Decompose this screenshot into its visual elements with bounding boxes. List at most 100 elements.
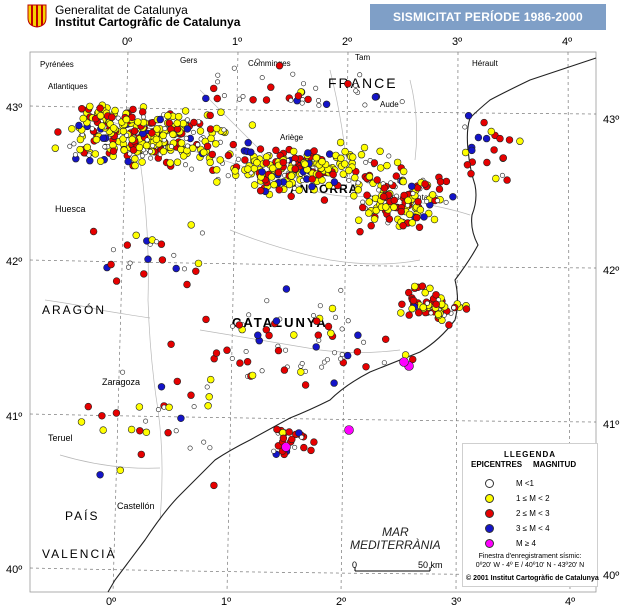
epicentre-dot	[338, 287, 344, 293]
epicentre-dot	[248, 371, 257, 380]
epicentre-dot	[434, 310, 442, 318]
epicentre-dot	[84, 402, 93, 411]
epicentre-dot	[67, 143, 73, 149]
epicentre-dot	[436, 178, 445, 186]
epicentre-dot	[400, 167, 408, 176]
epicentre-dot	[377, 164, 385, 172]
epicentre-dot	[205, 393, 213, 401]
epicentre-dot	[315, 98, 321, 104]
epicentre-dot	[345, 318, 351, 324]
epicentre-dot	[408, 305, 416, 313]
epicentre-dot	[98, 122, 106, 130]
epicentre-dot	[244, 139, 252, 147]
epicentre-dot	[134, 118, 142, 126]
epicentre-dot	[177, 139, 186, 147]
epicentre-dot	[324, 322, 333, 331]
epicentre-dot	[274, 346, 283, 355]
epicentre-dot	[313, 85, 319, 91]
epicentre-dot	[397, 207, 405, 216]
epicentre-dot	[429, 191, 437, 199]
epicentre-dot	[499, 154, 507, 162]
epicentre-dot	[243, 358, 252, 366]
epicentre-dot	[316, 337, 322, 343]
epicentre-dot	[325, 150, 334, 158]
sea-label-line1: MAR	[382, 525, 409, 539]
epicentre-dot	[241, 156, 249, 164]
lat-right-42: 42º	[603, 265, 619, 277]
parallel-42	[29, 259, 597, 269]
sea-label-line2: MEDITERRÀNIA	[350, 538, 441, 552]
epicentre-dot	[262, 159, 270, 167]
epicentre-dot	[330, 178, 339, 186]
epicentre-dot	[142, 428, 151, 436]
lon-top-3: 3º	[452, 36, 462, 48]
epicentre-dot	[269, 164, 277, 172]
epicentre-dot	[312, 343, 320, 351]
epicentre-dot	[487, 127, 495, 136]
epicentre-dot	[405, 288, 413, 297]
epicentre-dot	[262, 96, 271, 104]
epicentre-dot	[291, 165, 299, 173]
epicentre-dot	[154, 239, 160, 245]
epicentre-dot	[135, 403, 144, 411]
epicentre-dot	[138, 158, 146, 166]
epicentre-dot	[362, 102, 368, 108]
epicentre-dot	[414, 198, 422, 206]
epicentre-dot	[191, 404, 197, 410]
epicentre-dot	[225, 173, 231, 179]
epicentre-dot	[83, 143, 92, 152]
legend-label-m-3-4: 3 ≤ M < 4	[516, 523, 550, 533]
epicentre-dot	[370, 215, 379, 223]
epicentre-dot	[365, 173, 374, 181]
scale-start-label: 0	[352, 560, 357, 570]
epicentre-dot	[159, 147, 168, 156]
epicentre-dot	[109, 147, 118, 155]
epicentre-dot	[505, 136, 514, 144]
map-frame	[29, 51, 597, 593]
epicentre-dot	[354, 186, 362, 194]
epicentre-dot	[265, 331, 273, 340]
epicentre-dot	[337, 154, 345, 163]
epicentre-dot	[314, 331, 322, 339]
epicentre-dot	[383, 161, 391, 170]
epicentre-dot	[165, 403, 173, 411]
epicentre-dot	[157, 383, 166, 391]
label-ariege: Ariège	[280, 133, 304, 142]
epicentre-dot	[213, 166, 221, 174]
epicentre-dot	[299, 100, 305, 106]
epicentre-dot	[199, 230, 205, 236]
epicentre-dot	[421, 289, 429, 297]
epicentre-dot	[399, 177, 407, 186]
epicentre-dot	[274, 168, 283, 177]
epicentre-dot	[480, 118, 488, 127]
lat-left-41: 41º	[6, 411, 22, 423]
epicentre-dot	[413, 213, 421, 222]
agency-name: Generalitat de Catalunya Institut Cartog…	[55, 4, 240, 28]
legend-col-epicentres: EPICENTRES	[471, 460, 523, 469]
legend-dot-yellow	[485, 493, 494, 503]
epicentre-dot	[295, 429, 303, 437]
lat-right-43: 43º	[603, 114, 619, 126]
epicentre-dot	[77, 418, 86, 426]
epicentre-dot	[139, 153, 145, 159]
copyright: © 2001 Institut Cartogràfic de Catalunya	[466, 575, 599, 582]
epicentre-dot	[190, 129, 196, 135]
label-zaragoza: Zaragoza	[102, 377, 140, 387]
epicentre-dot	[203, 142, 212, 151]
epicentre-dot	[390, 196, 398, 205]
epicentre-dot	[124, 157, 132, 166]
epicentre-dot	[202, 315, 210, 324]
epicentre-dot	[357, 72, 363, 78]
epicentre-dot	[76, 135, 85, 144]
epicentre-dot	[156, 115, 165, 124]
epicentre-dot	[155, 407, 161, 413]
legend-dot-white	[485, 478, 494, 488]
epicentre-dot	[292, 444, 298, 450]
epicentre-dot	[428, 310, 434, 316]
epicentre-dot	[464, 111, 473, 120]
epicentre-dot	[268, 173, 276, 181]
province-border-a	[44, 299, 151, 319]
epicentre-dot	[143, 418, 149, 424]
epicentre-dot	[365, 209, 373, 217]
